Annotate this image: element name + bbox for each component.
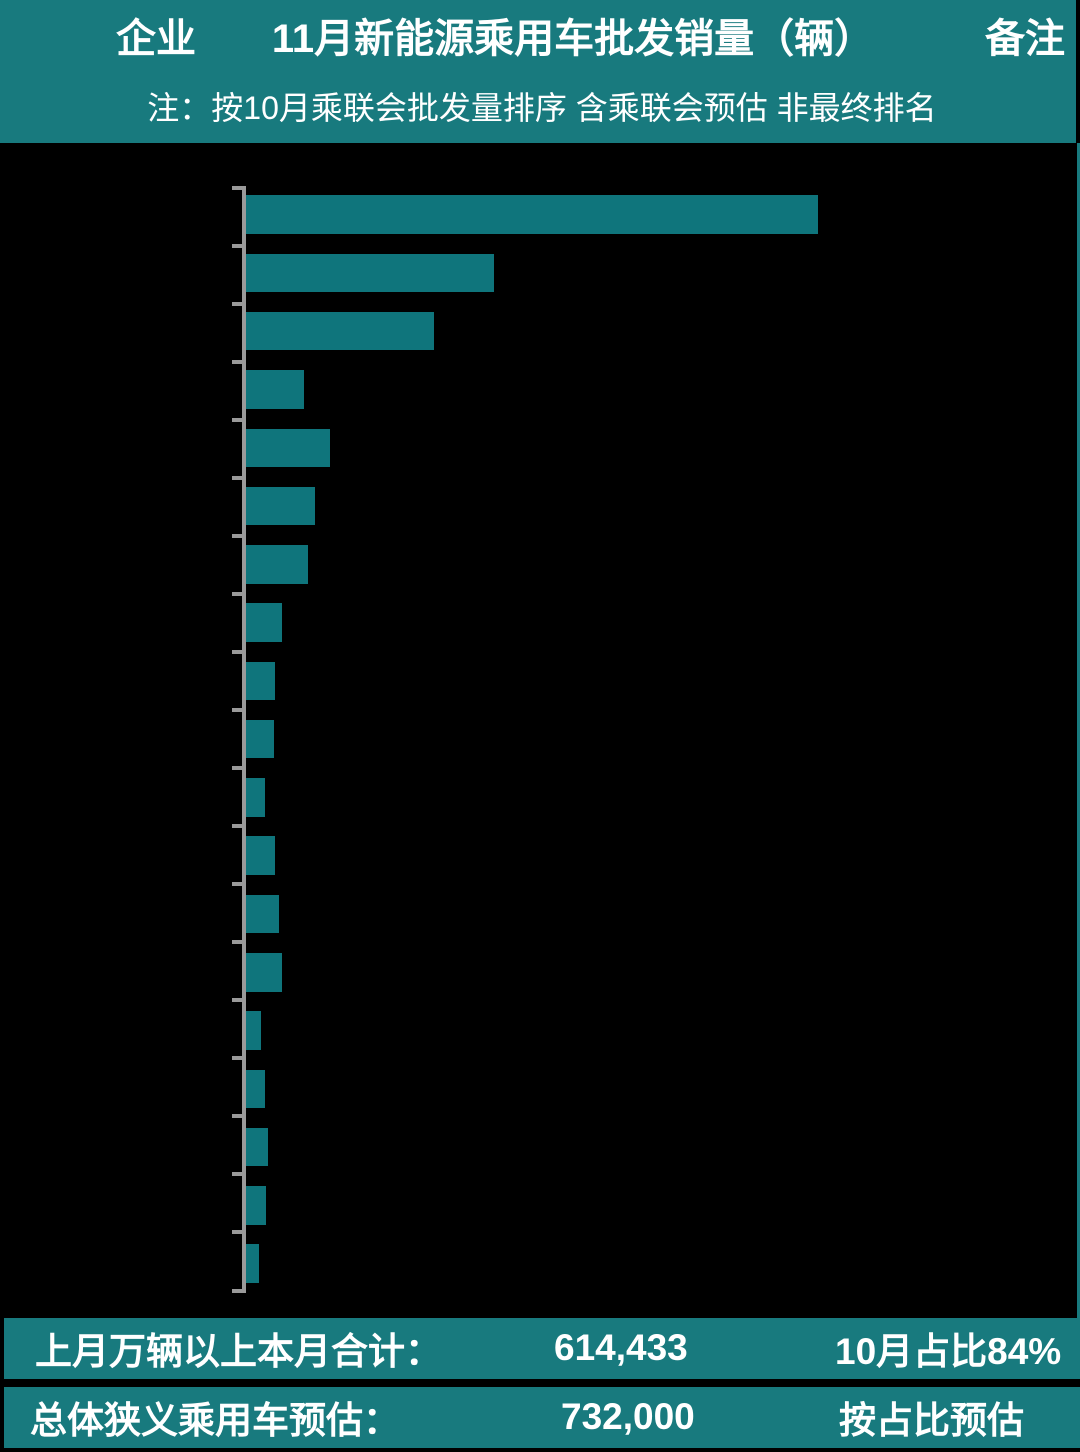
bar	[246, 545, 308, 584]
bar	[246, 1011, 261, 1050]
axis-tick	[232, 1056, 242, 1061]
bar	[246, 253, 494, 293]
bar	[246, 661, 275, 701]
axis-tick	[232, 591, 242, 596]
axis-tick	[232, 824, 242, 829]
bar	[246, 719, 274, 759]
footer1-note: 10月占比84%	[835, 1330, 1062, 1372]
footer2-note: 按占比预估	[839, 1399, 1024, 1441]
chart-title: 11月新能源乘用车批发销量（辆）	[271, 17, 875, 61]
bar	[246, 953, 282, 992]
bar	[246, 428, 330, 468]
bar	[246, 486, 315, 526]
axis-tick	[232, 882, 242, 887]
chart-subtitle: 注：按10月乘联会批发量排序 含乘联会预估 非最终排名	[147, 90, 937, 126]
axis-tick	[232, 1114, 242, 1119]
bar	[246, 1244, 259, 1283]
y-axis-line	[241, 185, 246, 1293]
bar	[246, 1069, 265, 1109]
right-edge-strip	[1077, 143, 1080, 1318]
axis-tick	[232, 707, 242, 712]
axis-tick	[232, 1288, 242, 1293]
axis-tick	[232, 940, 242, 945]
axis-tick	[232, 1230, 242, 1235]
footer2-value: 732,000	[561, 1395, 695, 1437]
footer1-value: 614,433	[554, 1326, 688, 1368]
footer-row-2: 总体狭义乘用车预估： 732,000 按占比预估	[4, 1387, 1080, 1448]
bar-chart	[0, 143, 1080, 1318]
footer2-label: 总体狭义乘用车预估：	[30, 1399, 400, 1441]
bar	[246, 311, 434, 351]
axis-tick	[232, 998, 242, 1003]
bar	[246, 836, 275, 875]
axis-tick	[232, 766, 242, 771]
bar	[246, 894, 279, 934]
bar	[246, 1186, 266, 1225]
axis-tick	[232, 243, 242, 248]
axis-tick	[232, 475, 242, 480]
axis-tick	[232, 359, 242, 364]
bar	[246, 778, 265, 817]
header-col-company: 企业	[116, 17, 196, 61]
axis-tick	[232, 1172, 242, 1177]
axis-tick	[232, 417, 242, 422]
header-band: 企业 11月新能源乘用车批发销量（辆） 备注 注：按10月乘联会批发量排序 含乘…	[0, 0, 1076, 143]
axis-tick	[232, 649, 242, 654]
axis-tick	[232, 185, 242, 190]
bar	[246, 1127, 268, 1167]
bar	[246, 370, 304, 409]
footer-row-separator	[0, 1379, 1080, 1387]
header-col-note: 备注	[985, 17, 1065, 61]
bar	[246, 603, 282, 642]
footer1-label: 上月万辆以上本月合计：	[35, 1330, 442, 1372]
axis-tick	[232, 533, 242, 538]
axis-tick	[232, 301, 242, 306]
footer-row-1: 上月万辆以上本月合计： 614,433 10月占比84%	[4, 1318, 1080, 1379]
bar	[246, 195, 818, 234]
